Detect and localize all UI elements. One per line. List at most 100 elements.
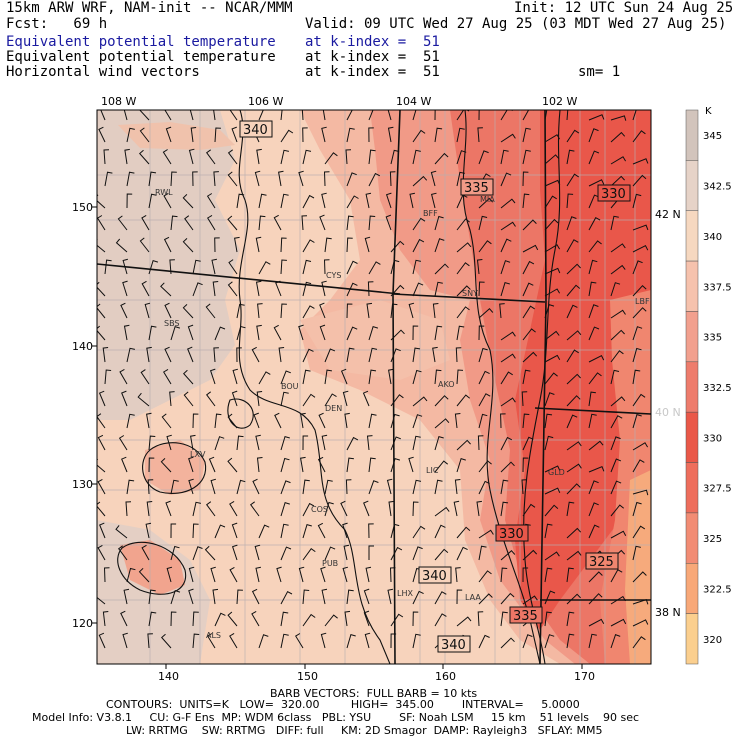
wind-barb — [227, 171, 238, 187]
wind-barb — [454, 413, 461, 429]
tick-marks — [92, 206, 583, 669]
wind-barb — [368, 149, 376, 165]
wind-barb — [190, 434, 196, 451]
wind-barb — [521, 391, 528, 407]
wind-barb — [390, 329, 405, 341]
wind-barb — [302, 502, 315, 517]
wind-barb — [280, 391, 289, 407]
station-lxv: LXV — [190, 450, 206, 459]
wind-barb — [138, 149, 150, 165]
wind-barb — [368, 325, 379, 341]
wind-barb — [125, 501, 132, 517]
wind-barb — [389, 567, 396, 583]
wind-barb — [566, 263, 581, 275]
forecast-hour: Fcst: 69 h — [6, 16, 108, 32]
wind-barb — [300, 456, 306, 473]
wind-barb — [412, 396, 428, 407]
wind-barb — [632, 413, 642, 429]
wind-barb — [346, 110, 358, 121]
wind-barb — [500, 611, 508, 627]
wind-barb — [346, 260, 358, 275]
wind-barb — [544, 330, 560, 341]
wind-barb — [192, 611, 199, 627]
wind-barb — [280, 193, 289, 209]
wind-barb — [610, 396, 626, 407]
wind-barb — [610, 309, 626, 319]
wind-barb — [430, 170, 437, 187]
wind-barb — [478, 529, 494, 539]
wind-barb — [365, 192, 372, 209]
wind-barb — [412, 633, 421, 649]
wind-barb — [302, 305, 315, 319]
wind-barb — [148, 611, 157, 627]
wind-barb — [320, 566, 326, 583]
wind-barb — [298, 324, 304, 341]
wind-barb — [182, 369, 194, 385]
wind-barb — [478, 413, 488, 429]
wind-barb — [302, 589, 310, 605]
colorbar-label: 337.5 — [703, 282, 732, 293]
wind-barb — [610, 329, 625, 341]
footer-barb-info: BARB VECTORS: FULL BARB = 10 kts — [270, 687, 478, 700]
wind-barb — [368, 545, 374, 560]
wind-barb — [104, 369, 112, 385]
wind-barb — [324, 501, 334, 517]
wind-barb — [388, 368, 394, 385]
y-tick-130: 130 — [72, 478, 93, 491]
wind-barb — [340, 368, 348, 385]
x-tick-150: 150 — [297, 670, 318, 683]
wind-barb — [97, 413, 106, 429]
wind-barb — [610, 530, 627, 539]
wind-barb — [544, 154, 560, 165]
wind-barb — [345, 149, 352, 165]
wind-barb — [390, 394, 404, 407]
wind-barb — [207, 214, 216, 231]
wind-barb — [632, 174, 647, 187]
wind-barb — [610, 131, 626, 143]
wind-barb — [588, 128, 599, 143]
wind-barb — [412, 110, 417, 121]
wind-barb — [188, 566, 195, 583]
wind-barb — [544, 551, 560, 561]
wind-barb — [522, 219, 537, 231]
wind-barb — [632, 636, 646, 649]
wind-barb — [214, 436, 225, 451]
wind-barb — [258, 371, 271, 385]
wind-barb — [544, 267, 561, 275]
wind-barb — [409, 192, 415, 209]
wind-barb — [478, 347, 488, 363]
wind-barb — [205, 303, 216, 319]
wind-barb — [342, 522, 348, 539]
wind-barb — [366, 435, 373, 451]
wind-barb — [301, 110, 304, 121]
wind-barb — [280, 501, 290, 517]
wind-barb — [344, 412, 350, 429]
wind-barb — [189, 110, 194, 121]
contour-label: 330 — [499, 527, 524, 542]
field-322-east — [625, 470, 651, 664]
wind-barb — [302, 127, 308, 143]
wind-barb — [454, 479, 461, 495]
colorbar-label: 330 — [703, 433, 722, 444]
wind-barb — [390, 546, 403, 561]
wind-barb — [321, 434, 328, 451]
wind-barb — [588, 480, 599, 495]
wind-barb — [346, 303, 353, 319]
wind-barb — [588, 355, 605, 363]
wind-barb — [302, 281, 312, 297]
wind-barb — [389, 171, 396, 187]
wind-barb — [212, 281, 219, 297]
wind-barb — [323, 171, 330, 187]
wind-barb — [192, 633, 200, 649]
wind-barb — [115, 525, 128, 539]
wind-barb — [588, 217, 601, 231]
blob-sw — [120, 540, 185, 595]
wind-barb — [160, 458, 172, 473]
wind-barb — [434, 479, 443, 495]
valid-time: Valid: 09 UTC Wed 27 Aug 25 (03 MDT Wed … — [305, 16, 727, 32]
wind-barb — [210, 566, 216, 583]
wind-barb — [544, 634, 555, 649]
wind-barb — [456, 589, 463, 605]
wind-barb — [126, 347, 136, 363]
wind-barb — [295, 633, 304, 649]
